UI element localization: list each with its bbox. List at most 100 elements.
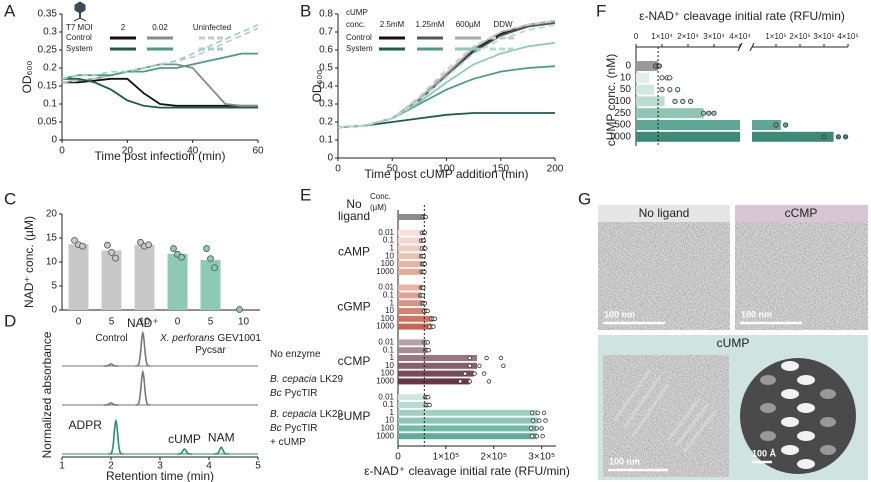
- x-tick-label: 150: [492, 164, 509, 175]
- x-tick-label: 1×10⁵: [433, 452, 460, 463]
- category-label: 100: [614, 96, 631, 107]
- category-label: 0.01: [378, 228, 394, 237]
- x-tick-label: 60: [252, 146, 264, 157]
- micrographs: No ligand cCMP 100 nm 100 nm cUMP 100 nm…: [598, 205, 868, 480]
- x-tick-label: 1×10⁴: [651, 32, 673, 41]
- data-point: [481, 371, 487, 376]
- x-tick-label: 0: [76, 317, 82, 328]
- legend-title: cUMP: [346, 8, 368, 17]
- data-point: [674, 87, 681, 93]
- peak: [213, 446, 229, 455]
- legend-column: DDW: [493, 20, 513, 29]
- x-tick-label: 40: [187, 146, 199, 157]
- x-tick-label: 3: [157, 461, 163, 472]
- chart-title: ε-NAD⁺ cleavage initial rate (RFU/min): [639, 9, 845, 23]
- data-point: [104, 241, 111, 249]
- phage-icon: [73, 1, 87, 22]
- data-point: [541, 410, 547, 415]
- x-tick-label: 5: [109, 317, 115, 328]
- x-axis-label: Retention time (min): [106, 469, 214, 482]
- data-point: [486, 379, 492, 384]
- category-label: 1000: [376, 377, 394, 386]
- label-text: GEV1001: [218, 333, 262, 344]
- bar: [101, 250, 122, 310]
- y-tick-label: 5: [51, 281, 57, 292]
- y-tick-label: 0.8: [319, 9, 333, 20]
- label-line: B. cepacia LK29: [270, 409, 343, 420]
- data-point: [537, 418, 542, 423]
- label-italic: Bc: [270, 423, 282, 434]
- data-point: [528, 426, 534, 431]
- scale-label: 100 nm: [609, 456, 640, 466]
- data-point: [467, 355, 473, 361]
- data-point: [477, 363, 482, 368]
- legend-title: conc.: [346, 20, 365, 29]
- data-point: [540, 434, 545, 439]
- data-point: [539, 426, 544, 431]
- x-tick-label: 10: [139, 317, 151, 328]
- peak-label: ADPR: [69, 418, 103, 432]
- data-point: [821, 134, 827, 140]
- data-point: [484, 355, 489, 361]
- label-italic: B. cepacia: [270, 374, 317, 385]
- legend-column: Uninfected: [193, 23, 231, 32]
- data-point: [420, 293, 426, 298]
- data-point: [782, 122, 789, 128]
- data-point: [529, 434, 535, 439]
- bar: [752, 120, 781, 130]
- x-tick-label: 0: [395, 452, 401, 463]
- bar: [636, 72, 649, 83]
- bar: [398, 362, 477, 369]
- data-point: [680, 98, 686, 105]
- data-point: [236, 306, 243, 313]
- category-label: 100: [381, 259, 395, 268]
- column-header: (µM): [370, 203, 387, 212]
- x-tick-label: 5: [255, 461, 261, 472]
- x-tick-label: 10: [238, 317, 250, 328]
- x-tick-label: 2: [108, 461, 114, 472]
- category-label: 1000: [376, 431, 394, 440]
- legend-label: Control: [346, 33, 372, 42]
- bar: [398, 245, 424, 252]
- micrograph-title: cUMP: [717, 336, 750, 350]
- series-line: [337, 112, 555, 129]
- category-label: 100: [381, 424, 395, 433]
- data-point: [501, 363, 506, 368]
- category-label: 500: [614, 120, 631, 131]
- legend-title: T7 MOI: [66, 23, 93, 32]
- x-tick-label: 4×10⁴: [729, 32, 751, 41]
- legend-column: 0.02: [152, 23, 168, 32]
- y-tick-label: 0: [327, 153, 333, 164]
- series-line: [61, 23, 259, 80]
- legend-column: 2.5mM: [380, 20, 405, 29]
- data-point: [211, 264, 218, 272]
- bar: [398, 268, 423, 275]
- y-axis-label: Normalized absorbance: [40, 331, 54, 458]
- label-text: LK29: [320, 409, 344, 420]
- panel-label: G: [578, 189, 591, 208]
- peak: [177, 448, 192, 455]
- x-tick-label: 0: [175, 317, 181, 328]
- data-point: [835, 134, 842, 140]
- label-line: + cUMP: [270, 437, 306, 448]
- panel-label: A: [4, 1, 16, 20]
- y-tick-label: 0.5: [319, 63, 333, 74]
- peak-label: NAD⁺: [127, 316, 159, 330]
- panel-label: F: [596, 1, 606, 20]
- group-label: ligand: [338, 209, 370, 223]
- x-tick-label: 3×10⁵: [813, 32, 834, 41]
- bar: [398, 237, 422, 244]
- data-point: [659, 87, 665, 93]
- series-line: [62, 77, 258, 107]
- panel-label: D: [4, 311, 16, 330]
- peak: [135, 330, 151, 367]
- category-label: 50: [620, 84, 632, 95]
- header-band: [735, 205, 868, 222]
- legend-column: 2: [121, 23, 126, 32]
- category-label: 0.1: [383, 345, 395, 354]
- data-point: [425, 340, 430, 345]
- series-line: [61, 63, 258, 107]
- data-point: [207, 255, 214, 263]
- category-label: 10: [620, 72, 632, 83]
- category-label: 10: [385, 251, 394, 260]
